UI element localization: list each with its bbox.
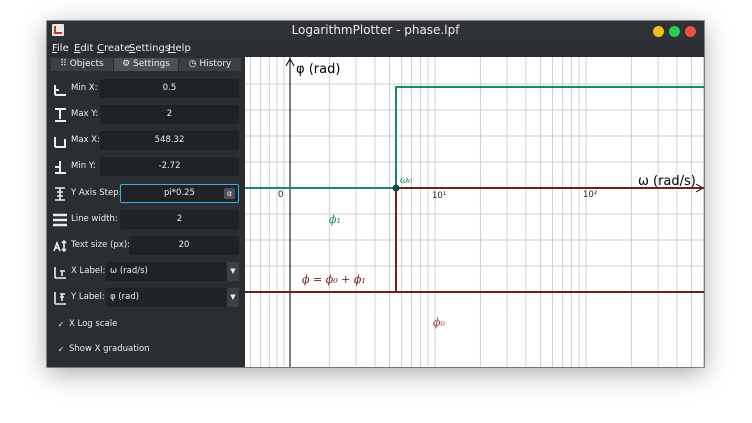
x-label-row: X Label: ω (rad/s) ▼ <box>47 262 245 282</box>
text-size-input[interactable]: 20 <box>129 236 239 255</box>
max-x-label: Max X: <box>71 135 100 145</box>
maximize-button[interactable] <box>669 26 680 37</box>
show-x-graduation-checkbox[interactable]: ✓ <box>57 345 65 354</box>
y-label-icon <box>54 292 66 305</box>
x-label-label: X Label: <box>71 266 106 276</box>
grid-vertical-lines <box>250 57 704 367</box>
omega0-label: ω₀ <box>400 175 413 186</box>
max-x-row: Max X: 548.32 <box>47 131 245 151</box>
x-axis-label: ω (rad/s) <box>638 174 696 189</box>
phi0-label: ϕ₀ <box>433 316 445 329</box>
x-log-scale-label: X Log scale <box>69 319 118 329</box>
y-axis-step-input[interactable]: pi*0.25 α <box>120 184 239 203</box>
settings-panel: ⠿ Objects ⚙ Settings ◷ History Min X: 0.… <box>47 57 245 367</box>
show-x-graduation-label: Show X graduation <box>69 344 150 354</box>
min-x-icon <box>54 85 66 96</box>
max-x-input[interactable]: 548.32 <box>100 131 239 150</box>
y-label-row: Y Label: φ (rad) ▼ <box>47 288 245 308</box>
y-label-label: Y Label: <box>71 292 105 302</box>
y-axis-label: φ (rad) <box>296 62 341 77</box>
min-y-input[interactable]: -2.72 <box>100 157 239 176</box>
x-label-select[interactable]: ω (rad/s) ▼ <box>106 262 239 281</box>
chevron-down-icon[interactable]: ▼ <box>227 288 239 307</box>
tick-10-1-label: 10¹ <box>432 191 447 201</box>
grid-icon: ⠿ <box>60 59 67 69</box>
y-axis-step-label: Y Axis Step: <box>71 188 122 198</box>
menu-help[interactable]: Help <box>168 43 191 54</box>
menu-file[interactable]: File <box>52 43 69 54</box>
menu-bar: File Edit Create Settings Help <box>47 41 704 57</box>
app-window: LogarithmPlotter - phase.lpf File Edit C… <box>47 21 704 367</box>
tick-10-2-label: 10² <box>583 190 598 200</box>
omega0-point <box>392 184 400 192</box>
max-x-icon <box>54 137 66 148</box>
min-y-label: Min Y: <box>71 161 96 171</box>
phi1-label: ϕ₁ <box>329 213 341 226</box>
tab-objects[interactable]: ⠿ Objects <box>51 58 113 71</box>
text-size-label: Text size (px): <box>71 240 130 250</box>
close-button[interactable] <box>685 26 696 37</box>
greek-alpha-button[interactable]: α <box>224 188 235 199</box>
line-width-icon <box>53 213 67 227</box>
y-axis-step-icon <box>55 187 65 201</box>
line-width-row: Line width: 2 <box>47 210 245 230</box>
phi1-curve <box>245 86 704 189</box>
max-y-input[interactable]: 2 <box>100 105 239 124</box>
tab-settings[interactable]: ⚙ Settings <box>114 58 178 71</box>
min-y-icon <box>55 161 66 174</box>
y-axis-arrow-icon <box>285 57 295 67</box>
max-y-row: Max Y: 2 <box>47 105 245 125</box>
minimize-button[interactable] <box>653 26 664 37</box>
tab-history[interactable]: ◷ History <box>179 58 241 71</box>
min-x-label: Min X: <box>71 83 98 93</box>
x-log-scale-checkbox[interactable]: ✓ <box>57 320 65 329</box>
max-y-label: Max Y: <box>71 109 99 119</box>
min-x-row: Min X: 0.5 <box>47 79 245 99</box>
text-size-icon <box>53 239 67 253</box>
min-x-input[interactable]: 0.5 <box>100 79 239 98</box>
menu-create[interactable]: Create <box>97 43 131 54</box>
graph-svg <box>245 57 704 367</box>
graph-canvas[interactable]: φ (rad) ω (rad/s) 0 10¹ 10² ω₀ ϕ₁ ϕ₀ ϕ =… <box>245 57 704 367</box>
chevron-down-icon[interactable]: ▼ <box>227 262 239 281</box>
gear-icon: ⚙ <box>122 59 131 69</box>
text-size-row: Text size (px): 20 <box>47 236 245 256</box>
line-width-label: Line width: <box>71 214 118 224</box>
y-axis-step-row: Y Axis Step: pi*0.25 α <box>47 184 245 204</box>
min-y-row: Min Y: -2.72 <box>47 157 245 177</box>
title-bar: LogarithmPlotter - phase.lpf <box>47 21 704 41</box>
sum-label: ϕ = ϕ₀ + ϕ₁ <box>302 273 366 286</box>
max-y-icon <box>55 108 66 122</box>
menu-settings[interactable]: Settings <box>129 43 171 54</box>
origin-label: 0 <box>278 190 284 200</box>
y-label-select[interactable]: φ (rad) ▼ <box>106 288 239 307</box>
app-logo-icon <box>52 24 64 36</box>
menu-edit[interactable]: Edit <box>74 43 94 54</box>
window-title: LogarithmPlotter - phase.lpf <box>291 23 460 37</box>
clock-icon: ◷ <box>188 59 197 69</box>
line-width-input[interactable]: 2 <box>120 210 239 229</box>
x-label-icon <box>54 267 66 279</box>
